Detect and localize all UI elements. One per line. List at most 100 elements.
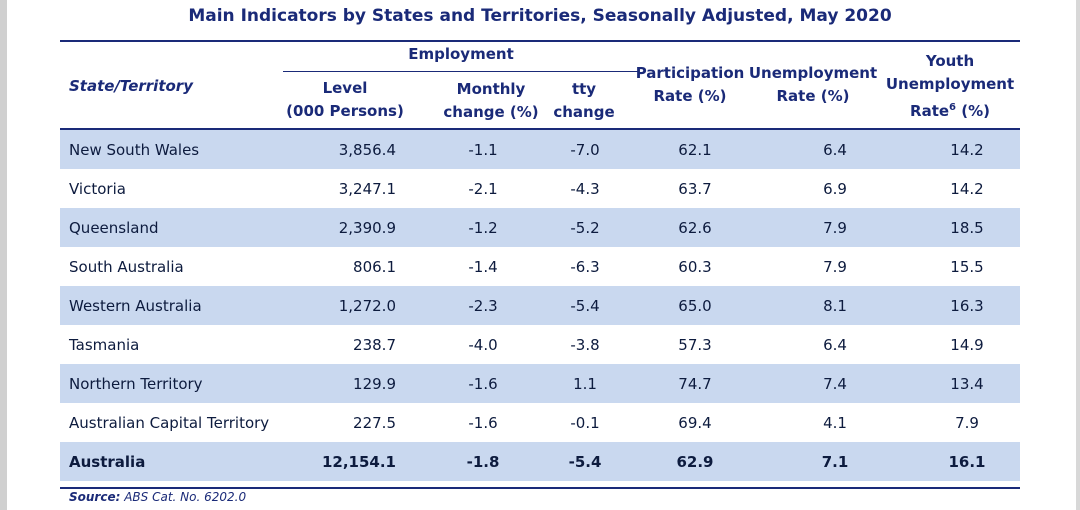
header-youth-rate-text: Rate xyxy=(910,102,950,120)
header-level-line1: Level xyxy=(322,79,368,97)
row-participation-rate: 65.0 xyxy=(678,297,712,315)
row-monthly-change: -1.6 xyxy=(468,414,498,432)
row-unemployment-rate: 6.4 xyxy=(823,141,847,159)
row-tty-change: 1.1 xyxy=(573,375,597,393)
row-level: 129.9 xyxy=(353,375,396,393)
header-monthly-line1: Monthly xyxy=(456,80,526,98)
row-tty-change: -5.4 xyxy=(570,297,600,315)
row-unemployment-rate: 7.4 xyxy=(823,375,847,393)
footnote-marker: 6 xyxy=(949,102,957,113)
table-top-rule xyxy=(60,40,1020,42)
row-monthly-change: -4.0 xyxy=(468,336,498,354)
header-participation-line2: Rate (%) xyxy=(653,87,727,105)
row-youth-unemployment-rate: 13.4 xyxy=(950,375,984,393)
row-participation-rate: 57.3 xyxy=(678,336,712,354)
row-level: 2,390.9 xyxy=(338,219,396,237)
row-unemployment-rate: 7.9 xyxy=(823,219,847,237)
row-tty-change: -3.8 xyxy=(570,336,600,354)
right-border xyxy=(1076,0,1080,510)
row-state-name: Victoria xyxy=(69,180,126,198)
row-monthly-change: -1.1 xyxy=(468,141,498,159)
row-tty-change: -5.2 xyxy=(570,219,600,237)
row-state-name: Australia xyxy=(69,453,146,471)
row-tty-change: -6.3 xyxy=(570,258,600,276)
header-state-territory: State/Territory xyxy=(69,77,193,95)
header-level: Level (000 Persons) xyxy=(283,77,407,123)
row-level: 227.5 xyxy=(353,414,396,432)
row-monthly-change: -1.2 xyxy=(468,219,498,237)
row-state-name: Tasmania xyxy=(69,336,140,354)
row-unemployment-rate: 6.9 xyxy=(823,180,847,198)
row-tty-change: -7.0 xyxy=(570,141,600,159)
table-row: New South Wales 3,856.4 -1.1 -7.0 62.1 6… xyxy=(60,130,1020,169)
header-participation-rate: Participation Rate (%) xyxy=(635,62,745,108)
row-unemployment-rate: 7.9 xyxy=(823,258,847,276)
row-participation-rate: 62.1 xyxy=(678,141,712,159)
row-participation-rate: 74.7 xyxy=(678,375,712,393)
row-participation-rate: 60.3 xyxy=(678,258,712,276)
row-monthly-change: -1.4 xyxy=(468,258,498,276)
row-tty-change: -4.3 xyxy=(570,180,600,198)
table-row: Victoria 3,247.1 -2.1 -4.3 63.7 6.9 14.2 xyxy=(60,169,1020,208)
row-youth-unemployment-rate: 16.1 xyxy=(948,453,986,471)
row-level: 3,247.1 xyxy=(338,180,396,198)
row-level: 1,272.0 xyxy=(338,297,396,315)
row-monthly-change: -2.3 xyxy=(468,297,498,315)
header-unemployment-line1: Unemployment xyxy=(748,64,878,82)
row-state-name: Queensland xyxy=(69,219,159,237)
header-youth-line3: Rate6 (%) xyxy=(878,96,1022,123)
header-youth-line1: Youth xyxy=(925,52,975,70)
row-youth-unemployment-rate: 7.9 xyxy=(955,414,979,432)
header-level-line2: (000 Persons) xyxy=(286,102,404,120)
row-state-name: South Australia xyxy=(69,258,184,276)
header-tty-line1: tty xyxy=(571,80,597,98)
row-unemployment-rate: 8.1 xyxy=(823,297,847,315)
table-row: Northern Territory 129.9 -1.6 1.1 74.7 7… xyxy=(60,364,1020,403)
row-level: 238.7 xyxy=(353,336,396,354)
header-monthly-line2: change (%) xyxy=(443,103,539,121)
row-youth-unemployment-rate: 15.5 xyxy=(950,258,984,276)
row-participation-rate: 62.6 xyxy=(678,219,712,237)
row-participation-rate: 62.9 xyxy=(676,453,714,471)
table-bottom-rule xyxy=(60,487,1020,489)
row-youth-unemployment-rate: 14.9 xyxy=(950,336,984,354)
header-employment: Employment xyxy=(408,45,514,63)
header-youth-unit: (%) xyxy=(956,102,990,120)
row-tty-change: -5.4 xyxy=(568,453,602,471)
row-youth-unemployment-rate: 18.5 xyxy=(950,219,984,237)
header-unemployment-rate: Unemployment Rate (%) xyxy=(748,62,878,108)
row-monthly-change: -2.1 xyxy=(468,180,498,198)
header-participation-line1: Participation xyxy=(635,64,745,82)
table-row: Queensland 2,390.9 -1.2 -5.2 62.6 7.9 18… xyxy=(60,208,1020,247)
source-note: Source: ABS Cat. No. 6202.0 xyxy=(69,490,246,504)
table-row: Western Australia 1,272.0 -2.3 -5.4 65.0… xyxy=(60,286,1020,325)
row-level: 12,154.1 xyxy=(321,453,396,471)
row-participation-rate: 63.7 xyxy=(678,180,712,198)
row-state-name: Australian Capital Territory xyxy=(69,414,270,432)
header-bottom-rule xyxy=(60,128,1020,130)
row-unemployment-rate: 6.4 xyxy=(823,336,847,354)
source-text: ABS Cat. No. 6202.0 xyxy=(120,490,247,504)
row-monthly-change: -1.6 xyxy=(468,375,498,393)
row-youth-unemployment-rate: 14.2 xyxy=(950,141,984,159)
row-monthly-change: -1.8 xyxy=(466,453,500,471)
row-state-name: New South Wales xyxy=(69,141,200,159)
table-row: Tasmania 238.7 -4.0 -3.8 57.3 6.4 14.9 xyxy=(60,325,1020,364)
row-youth-unemployment-rate: 16.3 xyxy=(950,297,984,315)
row-level: 806.1 xyxy=(353,258,396,276)
header-monthly-change: Monthly change (%) xyxy=(426,78,556,124)
row-state-name: Northern Territory xyxy=(69,375,203,393)
row-unemployment-rate: 7.1 xyxy=(821,453,849,471)
row-state-name: Western Australia xyxy=(69,297,202,315)
table-title: Main Indicators by States and Territorie… xyxy=(188,6,892,26)
row-level: 3,856.4 xyxy=(338,141,396,159)
employment-group-rule xyxy=(283,71,639,72)
row-youth-unemployment-rate: 14.2 xyxy=(950,180,984,198)
header-youth-line2: Unemployment xyxy=(885,75,1015,93)
source-label: Source: xyxy=(69,490,121,504)
row-unemployment-rate: 4.1 xyxy=(823,414,847,432)
table-row: Australian Capital Territory 227.5 -1.6 … xyxy=(60,403,1020,442)
header-youth-unemployment-rate: Youth Unemployment Rate6 (%) xyxy=(878,50,1022,123)
left-border xyxy=(0,0,7,510)
row-participation-rate: 69.4 xyxy=(678,414,712,432)
